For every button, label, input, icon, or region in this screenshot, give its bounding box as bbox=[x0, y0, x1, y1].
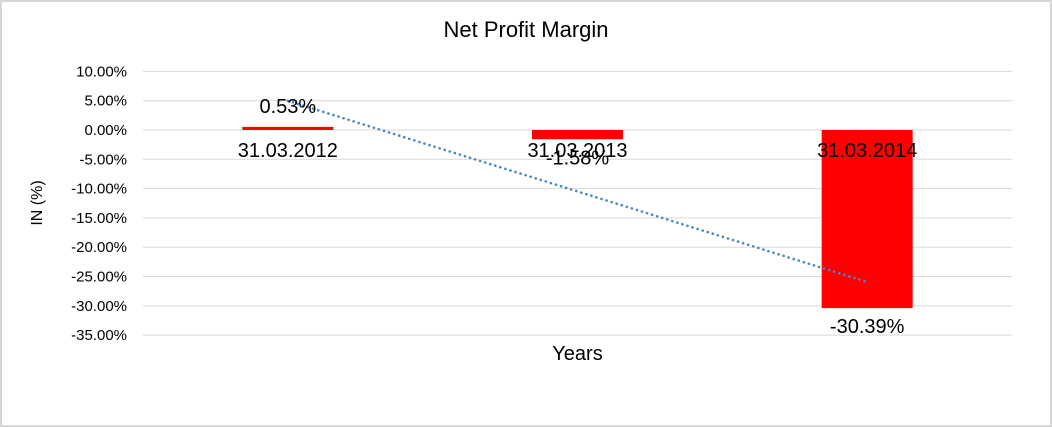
category-label: 31.03.2012 bbox=[238, 140, 338, 162]
y-tick-label: -30.00% bbox=[71, 298, 127, 315]
bars-group bbox=[242, 126, 913, 309]
y-tick-labels-group: 10.00% 5.00% 0.00% -5.00% -10.00% -15.00% -20.… bbox=[71, 63, 127, 344]
trendline-group bbox=[286, 99, 869, 284]
y-tick-label: 5.00% bbox=[84, 93, 127, 110]
y-tick-label: 10.00% bbox=[76, 63, 127, 80]
y-tick-label: -35.00% bbox=[71, 327, 127, 344]
category-label: 31.03.2014 bbox=[817, 140, 917, 162]
bar bbox=[821, 130, 913, 309]
y-tick-label: -10.00% bbox=[71, 181, 127, 198]
chart-title: Net Profit Margin bbox=[443, 17, 609, 42]
y-tick-label: 0.00% bbox=[84, 122, 127, 139]
category-label: 31.03.2013 bbox=[527, 140, 627, 162]
data-label: -1.58% bbox=[546, 147, 610, 169]
y-tick-label: -20.00% bbox=[71, 239, 127, 256]
x-axis-title: Years bbox=[552, 343, 603, 365]
bar bbox=[532, 130, 623, 140]
y-tick-label: -25.00% bbox=[71, 269, 127, 286]
bar bbox=[242, 126, 334, 130]
data-label: -30.39% bbox=[830, 316, 905, 338]
labels-group: 31.03.2012 0.53% 31.03.2013-1.58% 31.03.201… bbox=[238, 96, 917, 338]
y-tick-label: -15.00% bbox=[71, 210, 127, 227]
trendline bbox=[286, 99, 869, 284]
y-tick-label: -5.00% bbox=[79, 151, 127, 168]
data-label: 0.53% bbox=[259, 96, 316, 118]
